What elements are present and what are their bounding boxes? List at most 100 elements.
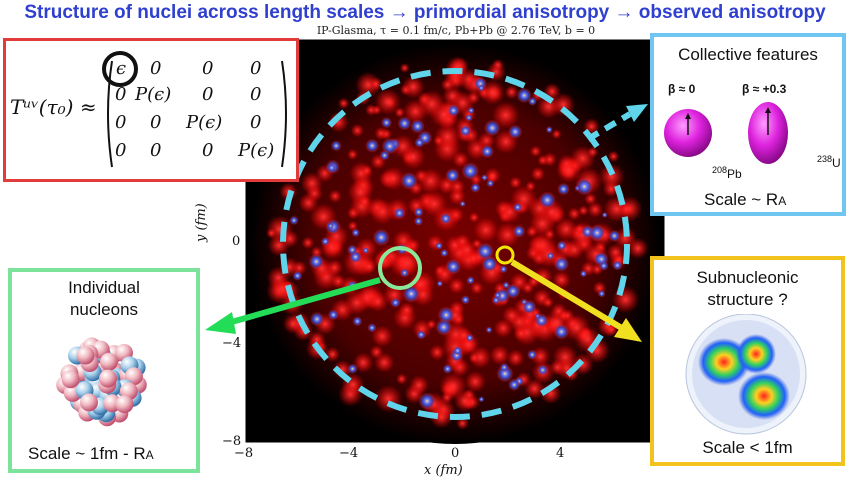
y-axis-label: y (fm): [194, 203, 209, 242]
density-blob: [429, 344, 445, 361]
density-blob: [440, 77, 455, 92]
matrix-cell: 0: [202, 140, 214, 161]
density-blob: [381, 166, 406, 191]
density-blob: [549, 359, 566, 376]
y-tick: −4: [222, 336, 242, 351]
hotspot-blob: [556, 240, 567, 251]
nucleon-sphere: [100, 352, 118, 371]
density-blob: [399, 63, 410, 73]
energy-density-map: [250, 44, 660, 444]
density-blob: [308, 330, 326, 349]
density-blob: [469, 352, 480, 364]
density-blob: [350, 123, 365, 138]
hotspot-blob: [435, 318, 453, 336]
nucleon-sphere: [61, 370, 80, 389]
hotspot-blob: [402, 284, 421, 303]
nucleon-highlight: [378, 246, 422, 290]
hotspot-blob: [289, 215, 299, 226]
hotspot-blob: [380, 117, 393, 129]
scale-text: Scale ~ 1fm - R: [28, 444, 146, 463]
stress-tensor-panel: Tᵘᵛ(τ₀) ≈ ϵ 0 0 0 0 P(ϵ) 0 0 0 0 P(ϵ) 0 …: [3, 38, 299, 182]
density-blob: [369, 77, 383, 91]
hotspot-blob: [442, 364, 453, 374]
hotspot-blob: [597, 289, 606, 298]
hotspot-blob: [435, 241, 444, 250]
density-blob: [337, 97, 350, 110]
density-blob: [530, 166, 546, 182]
tensor-matrix: [102, 51, 287, 168]
hotspot-blob: [494, 291, 502, 299]
matrix-cell: 0: [150, 112, 162, 133]
x-tick: 0: [451, 446, 460, 461]
hotspot-blob: [379, 150, 390, 161]
x-tick: 4: [556, 446, 565, 461]
hotspot-blob: [477, 84, 485, 92]
hotspot-blob: [513, 202, 523, 212]
plot-frame: [245, 39, 665, 443]
nucleon-sphere: [99, 369, 117, 388]
density-blob: [358, 195, 371, 209]
density-blob: [401, 144, 426, 170]
density-blob: [266, 228, 277, 239]
matrix-cell: 0: [150, 140, 162, 161]
hotspot-blob: [292, 270, 303, 281]
hotspot-blob: [445, 168, 460, 183]
density-blob: [374, 88, 401, 116]
scale-text: Scale ~ R: [704, 190, 779, 209]
density-blob: [298, 193, 319, 213]
hotspot-blob: [553, 256, 570, 272]
green-arrow: [205, 277, 381, 334]
density-blob: [344, 290, 369, 315]
hotspot-blob: [553, 323, 570, 340]
nucleons-title-line1: Individual: [68, 278, 140, 297]
scale-subscript: A: [145, 448, 154, 462]
blue-dashed-arrow: [586, 104, 648, 142]
density-blob: [489, 345, 510, 366]
subnuc-title-line2: structure ?: [707, 290, 788, 309]
subnucleonic-panel: Subnucleonic structure ? Scale < 1fm: [650, 256, 845, 466]
hotspot-blob: [460, 295, 471, 305]
density-blob: [409, 375, 429, 395]
hotspot-blob: [537, 364, 549, 376]
matrix-cell: 0: [150, 58, 162, 79]
density-blob: [537, 154, 549, 166]
nucleon-cluster-image: [56, 337, 147, 427]
hotspot-blob: [372, 228, 390, 246]
hotspot-blob: [546, 251, 555, 260]
density-blob: [587, 201, 604, 218]
density-blob: [529, 145, 542, 158]
hotspot-blob: [416, 329, 427, 340]
subnuc-scale: Scale < 1fm: [702, 438, 793, 457]
density-blob: [502, 305, 522, 326]
nucleon-sphere: [115, 395, 134, 414]
individual-nucleons-panel: Individual nucleons Scale ~ 1fm - RA: [8, 268, 200, 473]
matrix-cell: 0: [250, 58, 262, 79]
hotspot-blob: [534, 313, 549, 328]
density-blob: [325, 346, 340, 362]
u-mass-number: 238: [817, 154, 833, 164]
hotspot-blob: [612, 260, 623, 271]
matrix-cell: ϵ: [116, 58, 127, 79]
density-blob: [552, 270, 571, 290]
matrix-cell: 0: [250, 84, 262, 105]
plot-caption: IP-Glasma, τ = 0.1 fm/c, Pb+Pb @ 2.76 Te…: [316, 24, 596, 37]
density-blob: [398, 302, 415, 319]
hotspot-blob: [465, 333, 474, 342]
hotspot-blob: [397, 116, 412, 131]
nucleons-scale: Scale ~ 1fm - RA: [28, 444, 154, 464]
hotspot-blob: [499, 265, 508, 274]
hotspot-blob: [308, 253, 325, 270]
hotspot-blob: [414, 137, 425, 148]
density-blob: [564, 239, 585, 260]
density-blob: [554, 217, 578, 241]
matrix-cell: 0: [115, 112, 127, 133]
density-blob: [627, 237, 649, 259]
hotspot-blob: [538, 191, 556, 209]
density-blob: [456, 416, 469, 430]
matrix-cell: P(ϵ): [186, 112, 223, 133]
hotspot-blob: [327, 309, 339, 321]
nucleon-sphere: [76, 346, 95, 365]
density-blob: [470, 281, 484, 295]
hotspot-blob: [418, 392, 436, 410]
density-blob: [374, 126, 388, 141]
